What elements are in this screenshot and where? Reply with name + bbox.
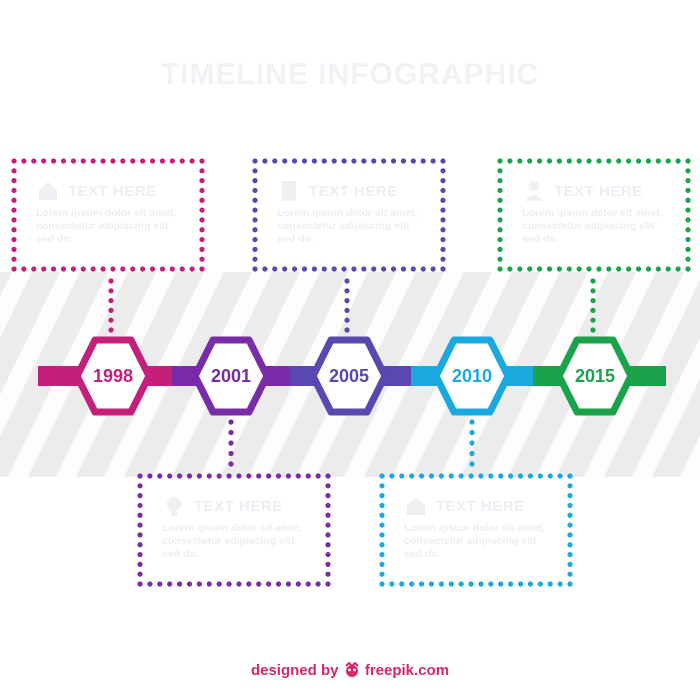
card-header: TEXT HERE	[277, 179, 429, 203]
credit-prefix: designed by	[250, 662, 339, 679]
card-body-text: Lorem ipsum dolor sit amet, consectetur …	[162, 522, 303, 560]
band-stripe	[680, 436, 700, 477]
milestone-card-2005: TEXT HERE Lorem ipsum dolor sit amet, con…	[255, 161, 443, 269]
card-body-text: Lorem ipsum dolor sit amet, consectetur …	[36, 207, 177, 245]
card-heading: TEXT HERE	[194, 497, 283, 515]
house-icon	[404, 494, 428, 518]
card-header: TEXT HERE	[522, 179, 674, 203]
card-header: TEXT HERE	[36, 179, 188, 203]
band-stripe	[0, 272, 80, 436]
year-label-2010: 2010	[451, 366, 493, 386]
card-heading: TEXT HERE	[68, 182, 157, 200]
year-label-2005: 2005	[328, 366, 370, 386]
card-header: TEXT HERE	[162, 494, 314, 518]
house-icon	[36, 179, 60, 203]
year-label-1998: 1998	[92, 366, 134, 386]
year-label-2001: 2001	[210, 366, 252, 386]
card-body-text: Lorem ipsum dolor sit amet, consectetur …	[522, 207, 663, 245]
infographic-title: TIMELINE INFOGRAPHIC	[160, 58, 540, 91]
card-body-text: Lorem ipsum dolor sit amet, consectetur …	[277, 207, 418, 245]
bulb-icon	[162, 494, 186, 518]
freepik-logo-icon	[343, 661, 361, 678]
milestone-card-2010: TEXT HERE Lorem ipsum dolor sit amet, con…	[382, 476, 570, 584]
milestone-card-2001: TEXT HERE Lorem ipsum dolor sit amet, con…	[140, 476, 328, 584]
credit-brand: freepik.com	[364, 662, 450, 679]
card-heading: TEXT HERE	[436, 497, 525, 515]
card-heading: TEXT HERE	[309, 182, 398, 200]
card-header: TEXT HERE	[404, 494, 556, 518]
person-icon	[522, 179, 546, 203]
year-label-2015: 2015	[574, 366, 616, 386]
document-icon	[277, 179, 301, 203]
milestone-card-2015: TEXT HERE Lorem ipsum dolor sit amet, con…	[500, 161, 688, 269]
milestone-card-1998: TEXT HERE Lorem ipsum dolor sit amet, con…	[14, 161, 202, 269]
card-body-text: Lorem ipsum dolor sit amet, consectetur …	[404, 522, 545, 560]
credit-line[interactable]: designed by freepik.com	[0, 661, 700, 679]
card-heading: TEXT HERE	[554, 182, 643, 200]
